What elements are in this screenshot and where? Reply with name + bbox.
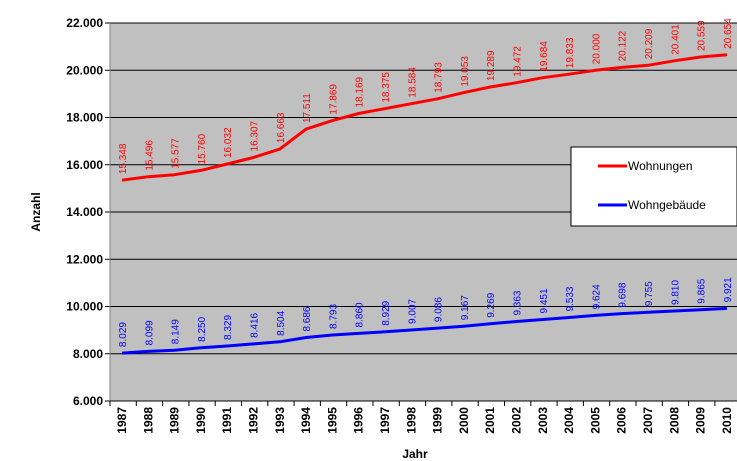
data-label: 16.663 — [276, 112, 287, 143]
y-axis-title: Anzahl — [29, 192, 43, 231]
data-label: 9.533 — [565, 286, 576, 311]
data-label: 20.000 — [591, 33, 602, 64]
data-label: 20.401 — [670, 24, 681, 55]
legend-label-wohngebaeude: Wohngebäude — [628, 198, 706, 212]
data-label: 8.793 — [328, 304, 339, 329]
x-tick-label: 2006 — [615, 407, 629, 434]
x-tick-label: 2010 — [720, 407, 734, 434]
data-label: 19.684 — [539, 41, 550, 72]
data-label: 9.007 — [407, 298, 418, 323]
data-label: 9.363 — [513, 290, 524, 315]
data-label: 18.793 — [434, 62, 445, 93]
x-tick-label: 1993 — [273, 407, 287, 434]
data-label: 8.504 — [276, 310, 287, 335]
legend: Wohnungen Wohngebäude — [570, 146, 737, 227]
y-tick-label: 20.000 — [66, 63, 103, 77]
x-tick-label: 1995 — [325, 407, 339, 434]
data-label: 15.760 — [197, 133, 208, 164]
data-labels: 15.348 15.496 15.577 15.760 16.032 16.307 16.6… — [118, 18, 734, 347]
data-label: 9.755 — [644, 281, 655, 306]
x-tick-label: 1997 — [378, 407, 392, 434]
y-axis-ticks: 6.000 8.000 10.000 12.000 14.000 16.000 18.000… — [66, 16, 111, 408]
data-label: 9.451 — [539, 288, 550, 313]
legend-box — [570, 146, 737, 227]
data-label: 9.865 — [697, 278, 708, 303]
data-label: 8.860 — [355, 302, 366, 327]
data-label: 8.250 — [197, 316, 208, 341]
x-tick-label: 1992 — [247, 407, 261, 434]
data-label: 19.289 — [486, 50, 497, 81]
data-label: 20.209 — [644, 28, 655, 59]
y-tick-label: 10.000 — [66, 300, 103, 314]
y-tick-label: 6.000 — [73, 394, 103, 408]
data-label: 8.029 — [118, 322, 129, 347]
y-tick-label: 14.000 — [66, 205, 103, 219]
data-label: 19.833 — [565, 37, 576, 68]
data-label: 19.472 — [513, 46, 524, 77]
data-label: 8.686 — [302, 306, 313, 331]
x-tick-label: 2004 — [562, 407, 576, 434]
data-label: 17.511 — [302, 93, 313, 123]
x-tick-label: 1990 — [194, 407, 208, 434]
x-tick-label: 2002 — [510, 407, 524, 434]
data-label: 20.122 — [618, 30, 629, 61]
data-label: 8.416 — [250, 312, 261, 337]
data-label: 18.169 — [355, 76, 366, 107]
data-label: 8.149 — [171, 319, 182, 344]
data-label: 20.654 — [723, 18, 734, 49]
data-label: 8.329 — [223, 315, 234, 340]
x-tick-label: 2005 — [588, 407, 602, 434]
data-label: 9.086 — [434, 297, 445, 322]
x-tick-label: 1994 — [299, 407, 313, 434]
y-tick-label: 22.000 — [66, 16, 103, 30]
y-tick-label: 18.000 — [66, 111, 103, 125]
data-label: 15.496 — [144, 140, 155, 171]
data-label: 9.624 — [591, 284, 602, 309]
data-label: 17.869 — [328, 84, 339, 115]
x-tick-label: 1991 — [220, 407, 234, 434]
x-tick-label: 1999 — [431, 407, 445, 434]
x-tick-label: 2007 — [641, 407, 655, 434]
x-tick-label: 1987 — [115, 407, 129, 434]
x-axis-title: Jahr — [402, 447, 428, 461]
data-label: 8.099 — [144, 320, 155, 345]
x-tick-label: 2003 — [536, 407, 550, 434]
data-label: 15.348 — [118, 143, 129, 174]
legend-label-wohnungen: Wohnungen — [628, 159, 693, 173]
x-tick-label: 2008 — [667, 407, 681, 434]
series-lines — [121, 53, 728, 355]
data-label: 18.375 — [381, 72, 392, 103]
data-label: 18.584 — [407, 67, 418, 98]
y-tick-label: 8.000 — [73, 347, 103, 361]
data-label: 20.559 — [697, 20, 708, 51]
data-label: 9.167 — [460, 295, 471, 320]
data-label: 9.698 — [618, 282, 629, 307]
x-tick-label: 1988 — [141, 407, 155, 434]
x-tick-label: 1998 — [404, 407, 418, 434]
x-tick-label: 1996 — [352, 407, 366, 434]
data-label: 16.032 — [223, 127, 234, 158]
data-label: 16.307 — [250, 120, 261, 151]
data-label: 15.577 — [171, 138, 182, 169]
series-line-1 — [121, 306, 727, 355]
data-label: 19.053 — [460, 56, 471, 87]
data-label: 8.929 — [381, 300, 392, 325]
x-tick-label: 2009 — [694, 407, 708, 434]
y-tick-label: 16.000 — [66, 158, 103, 172]
y-tick-label: 12.000 — [66, 252, 103, 266]
data-label: 9.810 — [670, 280, 681, 305]
data-label: 9.269 — [486, 292, 497, 317]
x-tick-label: 2001 — [483, 407, 497, 434]
x-tick-label: 1989 — [168, 407, 182, 434]
data-label: 9.921 — [723, 277, 734, 302]
x-tick-label: 2000 — [457, 407, 471, 434]
x-axis-ticks: 1987 1988 1989 1990 1991 1992 1993 1994 1995 1996… — [109, 400, 737, 434]
series-line-0 — [121, 53, 728, 182]
